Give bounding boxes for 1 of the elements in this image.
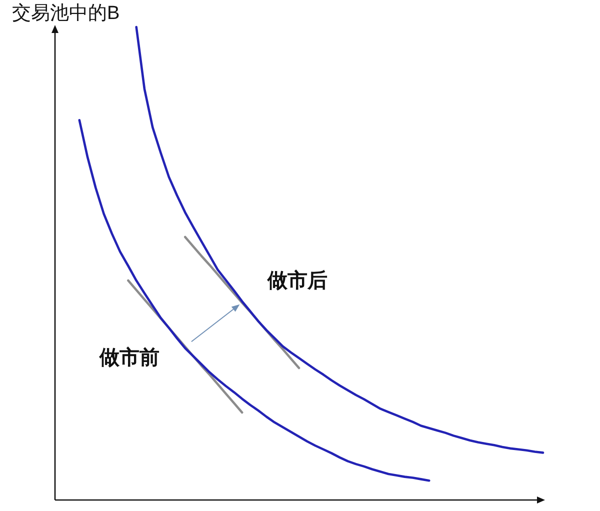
ylabel: 交易池中的B — [12, 3, 120, 24]
